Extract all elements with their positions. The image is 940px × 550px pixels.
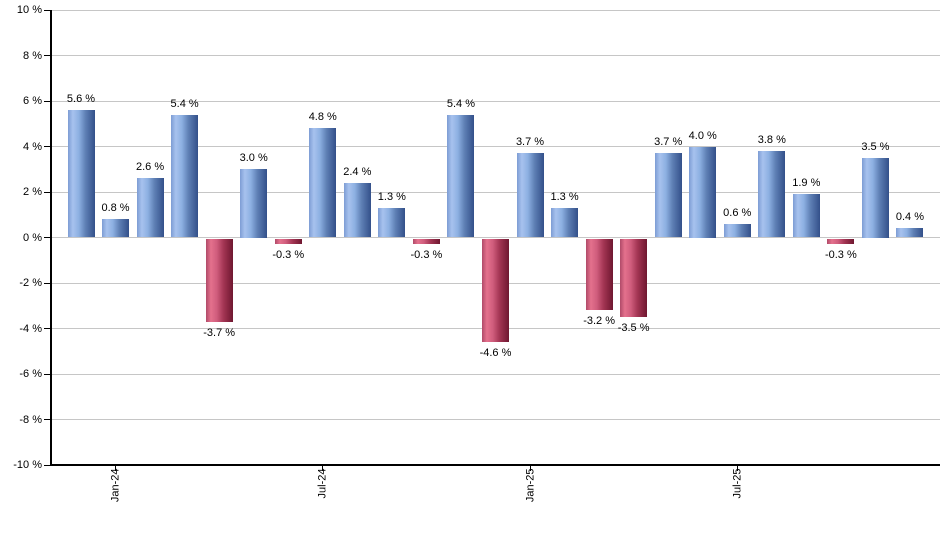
gridline (50, 191, 940, 193)
y-axis-tick (44, 464, 50, 466)
positive-return-bar (136, 178, 164, 238)
positive-return-bar (654, 153, 682, 238)
x-axis-label: Jan-25 (524, 468, 537, 502)
x-axis-tick (736, 465, 738, 471)
positive-return-bar (689, 146, 717, 238)
y-axis-label: 2 % (23, 186, 42, 198)
bar-value-label: 1.3 % (377, 190, 406, 203)
negative-return-bar (481, 238, 509, 343)
positive-return-bar (447, 114, 475, 238)
negative-return-bar (274, 238, 302, 245)
bar-value-label: 0.8 % (101, 202, 130, 215)
negative-return-bar (827, 238, 855, 245)
bar-value-label: 5.4 % (446, 97, 475, 110)
x-axis-label: Jan-24 (109, 468, 122, 502)
bar-value-label: 2.6 % (136, 161, 165, 174)
gridline (50, 419, 940, 420)
bar-value-label: 1.3 % (550, 190, 579, 203)
positive-return-bar (551, 207, 579, 238)
positive-return-bar (240, 169, 268, 238)
bar-value-label: -3.2 % (583, 315, 615, 328)
positive-return-bar (309, 128, 337, 238)
bar-value-label: -0.3 % (410, 249, 443, 262)
negative-return-bar (412, 238, 440, 245)
y-axis-label: -4 % (19, 322, 42, 335)
positive-return-bar (171, 114, 199, 238)
positive-return-bar (378, 207, 406, 238)
positive-return-bar (723, 223, 751, 238)
bar-value-label: 5.4 % (170, 97, 199, 110)
y-axis-tick (44, 419, 50, 420)
bar-value-label: 4.0 % (688, 129, 717, 142)
bar-value-label: 3.7 % (654, 136, 683, 149)
gridline (50, 100, 940, 102)
gridline (50, 373, 940, 375)
bar-value-label: 1.9 % (792, 177, 821, 190)
y-axis-label: -2 % (19, 277, 42, 289)
positive-return-bar (758, 151, 786, 238)
positive-return-bar (861, 157, 889, 238)
y-axis-tick (44, 328, 50, 329)
bar-value-label: 3.7 % (515, 136, 545, 149)
positive-return-bar (792, 194, 820, 238)
x-axis-line (50, 464, 940, 466)
bar-value-label: 3.8 % (757, 134, 786, 147)
gridline (50, 55, 940, 56)
bar-value-label: 3.5 % (861, 140, 890, 153)
positive-return-bar (343, 182, 371, 238)
y-axis-tick (44, 237, 50, 238)
bar-value-label: 2.4 % (343, 165, 372, 178)
y-axis-tick (44, 100, 50, 102)
gridline (50, 237, 940, 238)
y-axis-label: -8 % (19, 413, 42, 426)
x-axis-label: Jul-24 (316, 468, 329, 498)
x-axis-tick (322, 465, 324, 471)
y-axis-tick (44, 146, 50, 147)
negative-return-bar (585, 238, 613, 311)
bar-value-label: -0.3 % (824, 249, 857, 262)
negative-return-bar (620, 238, 648, 318)
y-axis-line (50, 10, 52, 465)
bar-value-label: -3.7 % (203, 326, 236, 339)
y-axis-label: 0 % (23, 231, 42, 244)
y-axis-tick (44, 9, 50, 11)
bar-value-label: 0.6 % (723, 206, 752, 219)
bar-value-label: -4.6 % (479, 347, 512, 360)
positive-return-bar (67, 110, 95, 238)
bar-value-label: 5.6 % (66, 93, 96, 106)
y-axis-label: 4 % (23, 140, 42, 153)
positive-return-bar (896, 228, 924, 238)
bar-value-label: -0.3 % (272, 249, 305, 262)
positive-return-bar (102, 219, 130, 238)
y-axis-tick (44, 55, 50, 56)
y-axis-tick (44, 282, 50, 284)
gridline (50, 9, 940, 11)
bar-value-label: 0.4 % (895, 211, 925, 224)
y-axis-tick (44, 191, 50, 193)
gridline (50, 146, 940, 147)
y-axis-label: 8 % (23, 49, 42, 62)
x-axis-label: Jul-25 (731, 468, 744, 498)
y-axis-label: 6 % (23, 95, 42, 107)
y-axis-tick (44, 373, 50, 375)
bar-value-label: 3.0 % (239, 152, 268, 165)
x-axis-tick (529, 465, 531, 471)
y-axis-label: 10 % (16, 4, 42, 16)
y-axis-label: -6 % (19, 368, 42, 380)
bar-value-label: 4.8 % (308, 111, 337, 124)
positive-return-bar (516, 153, 544, 238)
x-axis-tick (115, 465, 117, 471)
negative-return-bar (205, 238, 233, 322)
bar-value-label: -3.5 % (617, 322, 650, 335)
y-axis-label: -10 % (13, 459, 42, 471)
